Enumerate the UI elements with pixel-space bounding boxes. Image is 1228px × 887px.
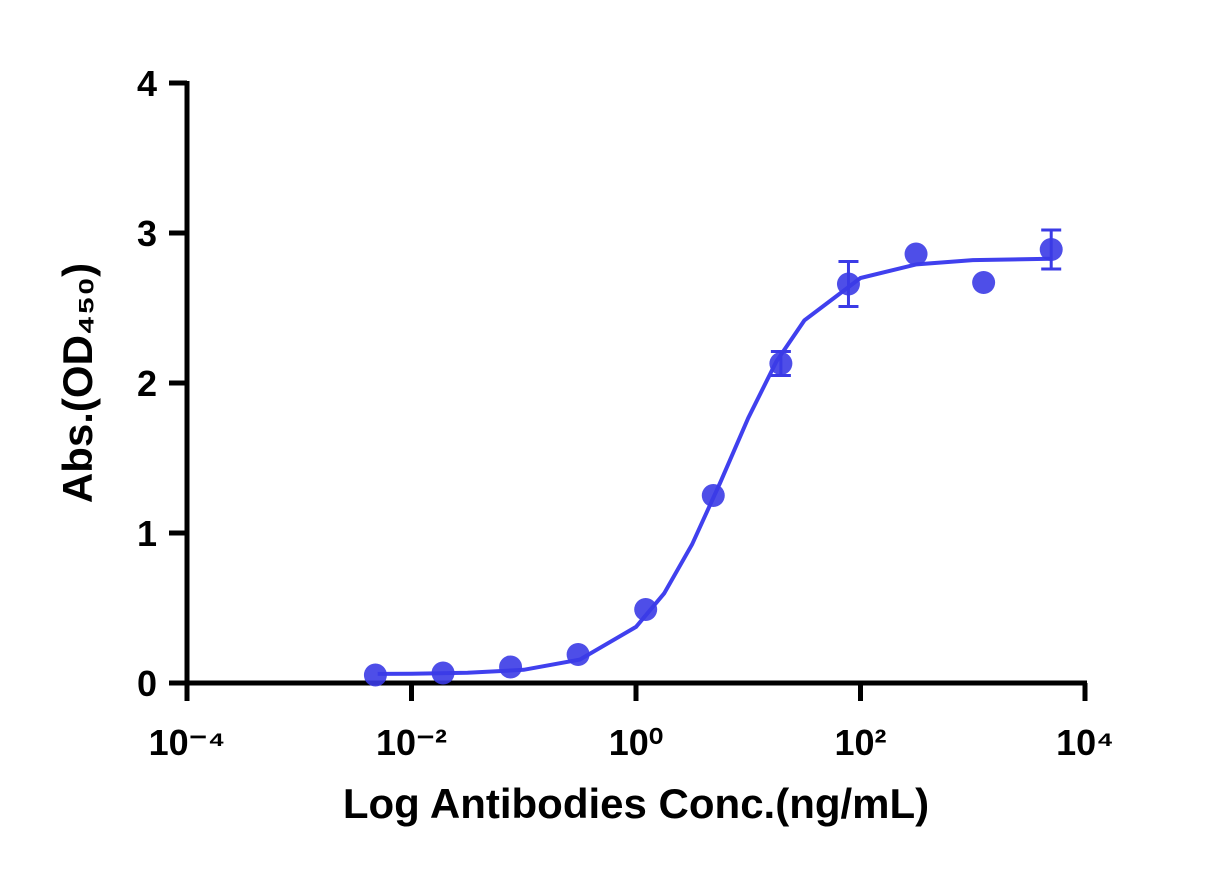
x-tick-label: 10⁰: [609, 722, 663, 763]
data-point: [431, 661, 455, 685]
data-point: [634, 598, 658, 621]
data-point: [701, 484, 725, 507]
x-axis-title: Log Antibodies Conc.(ng/mL): [343, 780, 929, 827]
x-tick-label: 10⁻²: [376, 722, 447, 763]
y-tick-label: 4: [137, 63, 157, 104]
data-point: [363, 663, 387, 687]
data-point: [566, 643, 590, 666]
data-point: [836, 272, 860, 296]
x-tick-label: 10⁻⁴: [149, 722, 226, 763]
y-axis-title: Abs.(OD₄₅₀): [54, 263, 101, 503]
x-tick-label: 10⁴: [1056, 722, 1114, 763]
data-point: [499, 655, 523, 679]
data-point: [972, 271, 996, 294]
y-tick-label: 3: [137, 213, 157, 254]
fit-curve: [377, 256, 1052, 676]
x-tick-label: 10²: [834, 722, 886, 763]
y-tick-label: 0: [137, 663, 157, 704]
data-point: [904, 242, 928, 266]
data-point: [1039, 238, 1063, 261]
y-tick-label: 1: [137, 513, 157, 554]
data-point: [769, 352, 793, 375]
y-tick-label: 2: [137, 363, 157, 404]
